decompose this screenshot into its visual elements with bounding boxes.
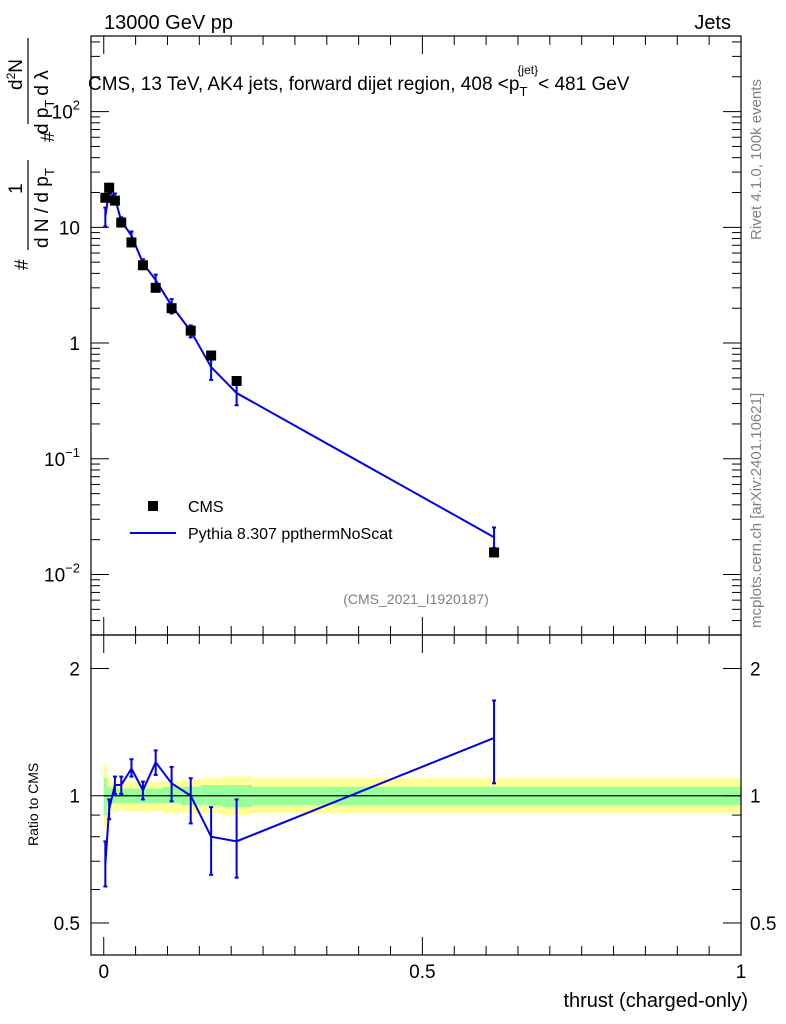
legend: CMS Pythia 8.307 ppthermNoScat [130,499,393,543]
ratio-ylabel: Ratio to CMS [25,763,41,846]
ylabel-num2-N: N [6,59,27,73]
title-pre: CMS, 13 TeV, AK4 jets, forward dijet reg… [88,74,519,95]
y-tick-label-exp: 2 [73,98,80,113]
ratio-y-tick-label-left-1: 1 [69,787,80,808]
header-category: Jets [694,12,731,34]
y-tick-label-base: 10 [44,450,65,471]
y-tick-label-3: 10−1 [44,445,80,471]
ratio-frame [90,634,742,956]
ylabel-den2-text: d p [32,108,53,134]
cms-data-point [126,237,137,248]
title-sub: T [519,84,527,99]
ylabel-den2-sub: T [42,100,57,108]
y-tick-label-exp: −2 [65,560,80,575]
y-tick-label-2: 1 [69,334,80,355]
ylabel-den1-text: d N / d p [32,176,53,248]
band-green [103,778,107,816]
ratio-panel: 0 0.5 1 0.5 0.5 1 1 2 2 [54,634,776,983]
y-tick-label-4: 10−2 [44,560,80,586]
y-tick-label-exp: −1 [65,445,80,460]
ylabel-hash2: # [38,131,59,142]
x-tick-label-1: 0.5 [409,962,435,983]
title-post: < 481 GeV [538,74,630,95]
y-tick-label-base: 10 [44,565,65,586]
header-process: 13000 GeV pp [104,12,233,34]
ylabel-num2-d: d [6,79,27,90]
cms-data-point [137,260,148,271]
ylabel-num1: 1 [6,183,27,194]
cms-data-point [150,282,161,293]
y-tick-label-1: 10 [59,218,80,239]
ratio-y-tick-label-right-1: 1 [750,787,761,808]
y-tick-label-base: 10 [59,218,80,239]
main-ylabel: # 1 d N / d pT # d2N d pTd λ [4,38,59,270]
y-tick-label-base: 1 [69,334,80,355]
ylabel-den2-lambda: d λ [32,70,53,96]
analysis-watermark: (CMS_2021_I1920187) [343,591,489,607]
cms-data-point [185,325,196,336]
cms-data-point [104,182,115,193]
ylabel-hash1: # [12,259,33,270]
ylabel-den2: d pTd λ [32,70,57,134]
ylabel-num2-sup: 2 [4,72,18,79]
ylabel-num2: d2N [4,59,27,90]
x-tick-label-2: 1 [736,962,747,983]
legend-cms-label: CMS [188,499,224,516]
cms-data-point [109,195,120,206]
ylabel-den1: d N / d pT [32,168,57,248]
legend-pythia-label: Pythia 8.307 ppthermNoScat [188,526,393,543]
cms-data-point [231,375,242,386]
y-tick-label-base: 10 [52,103,73,124]
rivet-label: Rivet 4.1.0, 100k events [748,79,765,240]
x-tick-label-0: 0 [98,962,109,983]
cms-data-point [166,303,177,314]
band-green [201,785,222,806]
xlabel: thrust (charged-only) [563,990,748,1012]
cms-data-point [489,547,500,558]
ratio-y-tick-label-left-2: 2 [69,659,80,680]
plot-title: CMS, 13 TeV, AK4 jets, forward dijet reg… [88,63,630,99]
ylabel-den1-sub: T [42,168,57,176]
title-sup: {jet} [517,63,538,77]
cms-data-point [206,350,217,361]
legend-cms-marker [148,501,158,511]
ratio-y-tick-label-right-0: 0.5 [750,914,776,935]
ratio-y-tick-label-left-0: 0.5 [54,914,80,935]
cms-data-point [116,217,127,228]
mcplots-label: mcplots.cern.ch [arXiv:2401.10621] [748,393,765,628]
pythia-line [104,188,495,539]
ratio-y-tick-label-right-2: 2 [750,659,761,680]
cms-data-point [100,192,111,203]
y-tick-label-0: 102 [52,98,80,124]
